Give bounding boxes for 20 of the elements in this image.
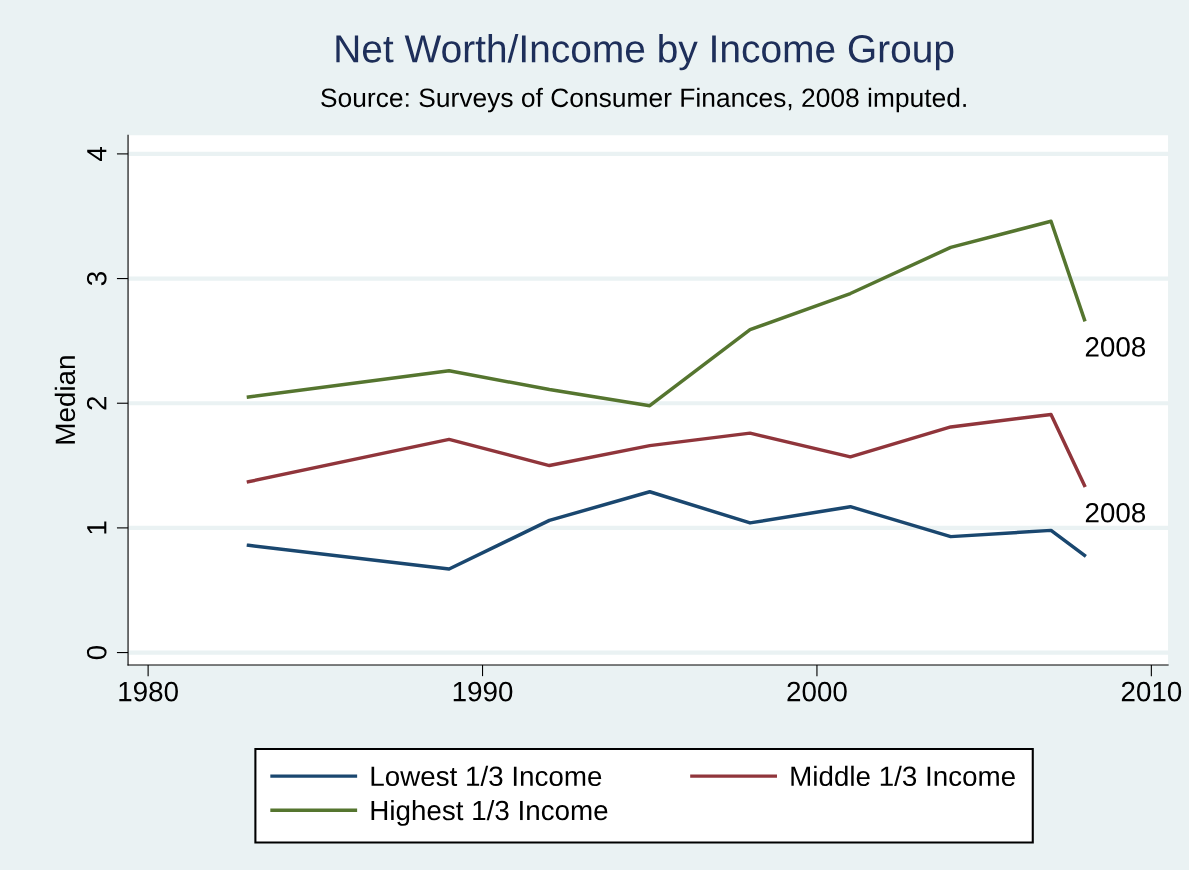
x-tick-label: 1980	[119, 681, 178, 702]
annotation: 2008	[1085, 337, 1146, 357]
y-tick-label: 0	[86, 645, 107, 660]
y-tick-label: 3	[86, 272, 107, 286]
y-tick-label: 2	[86, 396, 107, 410]
y-axis-title: Median	[54, 356, 76, 444]
chart-subtitle: Source: Surveys of Consumer Finances, 2008 imputed.	[321, 87, 966, 113]
line-series	[246, 219, 1087, 408]
line-series	[246, 490, 1087, 571]
legend-label: Middle 1/3 Income	[791, 765, 1015, 787]
legend-label: Highest 1/3 Income	[371, 799, 608, 826]
line-series	[246, 412, 1087, 488]
y-tick-label: 1	[87, 521, 107, 534]
y-tick-label: 4	[87, 146, 107, 161]
annotation: 2008	[1085, 502, 1146, 523]
legend-label: Lowest 1/3 Income	[371, 765, 602, 787]
x-tick-label: 2010	[1121, 681, 1182, 702]
chart-title: Net Worth/Income by Income Group	[336, 34, 954, 71]
x-tick-label: 2000	[787, 681, 847, 702]
x-tick-label: 1990	[453, 681, 513, 702]
